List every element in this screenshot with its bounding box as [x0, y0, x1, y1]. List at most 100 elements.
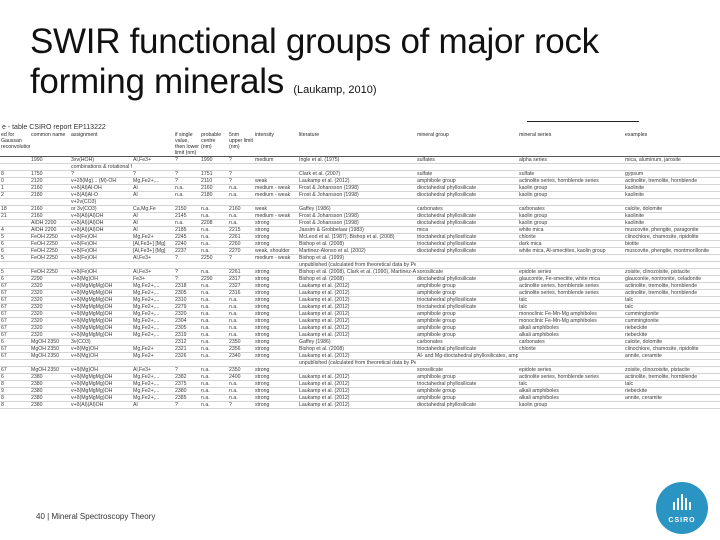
spectral-table-container: ed for Gaussan reconvolution)common name…	[0, 132, 720, 476]
table-cell: carbonates	[417, 339, 443, 345]
table-cell: dioctahedral phyllosilicate	[417, 185, 477, 191]
table-cell: white mica	[519, 227, 544, 233]
table-cell: strong	[255, 346, 270, 352]
table-cell: clinochlore, chamosite, ripidolite	[625, 346, 699, 352]
table-cell: v+δ(Mg)OH	[71, 367, 98, 373]
table-cell: weak	[255, 206, 268, 212]
table-cell: strong	[255, 374, 270, 380]
table-cell: 4	[1, 227, 4, 233]
table-cell: Bishop et al. (2008)	[299, 276, 344, 282]
table-cell: ?	[71, 171, 74, 177]
table-cell: Jassim & Grobbelaar (1983)	[299, 227, 364, 233]
table-cell: 2110	[201, 178, 213, 184]
page-number: 40	[36, 512, 45, 521]
table-cell: ?	[175, 402, 178, 408]
table-cell: alkali amphiboles	[519, 332, 559, 338]
table-cell	[174, 164, 200, 171]
table-cell: 8	[1, 381, 4, 387]
table-cell: Mg,Fe2+,...	[133, 311, 160, 317]
table-row: 6 2290 v+δ(Mg)OH Fe3+? 2290 2317 strong Bishop …	[0, 276, 720, 283]
spectral-feature-table: ed for Gaussan reconvolution)common name…	[0, 132, 720, 409]
table-cell: Mg,Fe2+,...	[133, 381, 160, 387]
table-cell: ?	[175, 171, 178, 177]
table-row: 8 1750??? 1751? Clark et al. (2007) sulfate s…	[0, 171, 720, 178]
table-cell	[0, 220, 30, 227]
table-cell: 1751	[201, 171, 213, 177]
table-cell: 2385	[175, 395, 187, 401]
table-cell: sorosilicate	[417, 269, 443, 275]
table-cell	[132, 360, 174, 367]
table-cell: Al,Fe3+	[133, 157, 152, 163]
table-cell: n.a.	[201, 248, 210, 254]
table-cell: n.a.	[229, 381, 238, 387]
table-cell: n.a.	[201, 227, 210, 233]
table-cell: trioctahedral phyllosilicate	[417, 304, 477, 310]
table-cell	[30, 164, 70, 171]
table-cell: 0	[1, 178, 4, 184]
table-cell: Mg,Fe2+,...	[133, 178, 160, 184]
table-cell: actinolite, tremolite, hornblende	[625, 290, 698, 296]
column-header: ed for Gaussan reconvolution)	[1, 132, 30, 150]
table-cell: n.a.	[201, 290, 210, 296]
table-cell: Gaffey (1986)	[299, 339, 331, 345]
table-cell: Laukamp et al. (2012)	[299, 374, 350, 380]
table-cell: strong	[255, 283, 270, 289]
table-cell: Laukamp et al. (2012)	[299, 388, 350, 394]
table-cell: actinolite series, hornblende series	[519, 178, 599, 184]
table-cell: n.a.	[201, 241, 210, 247]
table-cell: 2310	[175, 297, 187, 303]
table-cell: 2237	[175, 248, 187, 254]
table-cell: trioctahedral phyllosilicate	[417, 381, 477, 387]
table-cell	[624, 262, 720, 269]
table-cell: 67	[1, 353, 7, 359]
table-cell: Al,Fe3+	[133, 269, 152, 275]
table-cell: alkali amphiboles	[519, 325, 559, 331]
table-cell: v+δ(MgMgMg)OH	[71, 283, 113, 289]
table-cell: n.a.	[201, 234, 210, 240]
table-cell: Al,Fe3+	[133, 255, 152, 261]
table-row: 5 FeOH 2250 v+δ(Fe)OH Al,Fe3+? 2250? medium -…	[0, 255, 720, 262]
table-cell	[518, 199, 624, 206]
table-cell: strong	[255, 290, 270, 296]
table-cell: dioctahedral phyllosilicate	[417, 213, 477, 219]
table-cell: kaolin group	[519, 213, 548, 219]
table-cell: Ingle et al. (1975)	[299, 157, 340, 163]
table-cell	[254, 262, 298, 269]
table-cell	[200, 199, 228, 206]
table-cell: strong	[255, 311, 270, 317]
table-cell: 2326	[175, 353, 187, 359]
table-cell: 6	[1, 339, 4, 345]
table-cell: actinolite, tremolite, hornblende	[625, 374, 698, 380]
column-header	[132, 132, 174, 157]
csiro-logo-mark	[673, 494, 691, 510]
table-row: unpublished (calculated from theoretical…	[0, 262, 720, 269]
table-cell: medium	[255, 157, 274, 163]
table-cell	[174, 262, 200, 269]
table-cell: n.a.	[229, 213, 238, 219]
table-cell: kaolin group	[519, 185, 548, 191]
table-cell: v+δ(Al)(Al)OH	[71, 213, 104, 219]
table-cell: strong	[255, 381, 270, 387]
table-cell: 2261	[229, 269, 241, 275]
table-cell: Al	[133, 185, 138, 191]
table-cell: ?	[229, 255, 232, 261]
table-row: 67 MgOH 2350 v+δ(Mg)OH Al,Fe3+? n.a. 2350 stro…	[0, 367, 720, 374]
table-row: 67 2320 v+δ(MgMgMg)OH Mg,Fe2+,... 2305 n.a. n.…	[0, 325, 720, 332]
table-cell: n.a.	[201, 353, 210, 359]
table-cell: n.a.	[175, 220, 184, 226]
table-cell: 2318	[175, 283, 187, 289]
table-cell: ?	[175, 269, 178, 275]
table-cell: Al,Fe3+	[133, 367, 152, 373]
table-cell: 2350	[229, 367, 241, 373]
table-cell: 2215	[229, 227, 241, 233]
csiro-logo-text: CSIRO	[668, 517, 696, 524]
table-cell: kaolin group	[519, 402, 548, 408]
table-cell: v+δ(Fe)OH	[71, 269, 97, 275]
table-cell: MgOH 2350	[31, 353, 59, 359]
table-cell	[518, 164, 624, 171]
table-row: 67 2320 v+δ(MgMgMg)OH Mg,Fe2+,... 2304 n.a. n.…	[0, 318, 720, 325]
table-cell: 21	[1, 213, 7, 219]
table-cell: strong	[255, 388, 270, 394]
table-cell: 2340	[229, 353, 241, 359]
table-cell: v+δ(Al)(Al)OH	[71, 227, 104, 233]
